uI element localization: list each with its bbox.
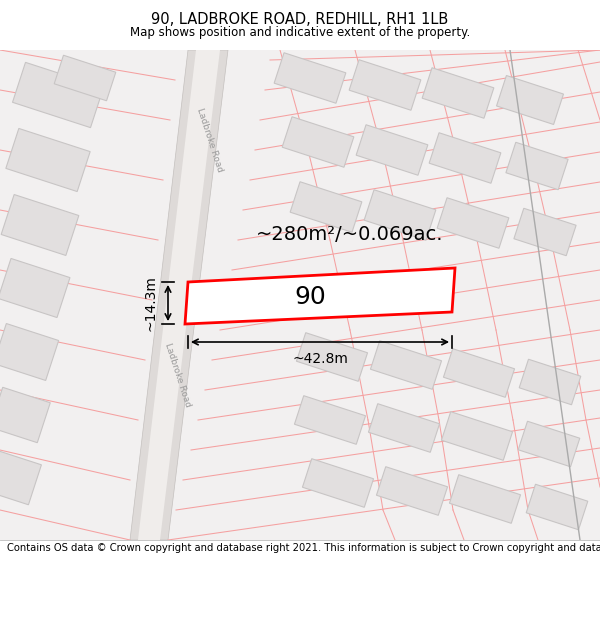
Polygon shape (364, 190, 436, 240)
Polygon shape (1, 194, 79, 256)
Text: ~280m²/~0.069ac.: ~280m²/~0.069ac. (256, 226, 444, 244)
Polygon shape (282, 117, 354, 168)
Polygon shape (356, 125, 428, 175)
Polygon shape (497, 76, 563, 124)
Polygon shape (518, 421, 580, 467)
Polygon shape (0, 324, 59, 381)
Text: Ladbroke Road: Ladbroke Road (196, 107, 224, 173)
Polygon shape (443, 349, 515, 398)
Polygon shape (449, 475, 521, 523)
Polygon shape (376, 467, 448, 515)
Polygon shape (422, 68, 494, 118)
Polygon shape (6, 129, 90, 191)
Polygon shape (368, 404, 440, 452)
Polygon shape (302, 459, 374, 508)
Polygon shape (437, 198, 509, 248)
Text: 90, LADBROKE ROAD, REDHILL, RH1 1LB: 90, LADBROKE ROAD, REDHILL, RH1 1LB (151, 12, 449, 28)
Polygon shape (0, 388, 50, 442)
Polygon shape (130, 50, 228, 540)
Polygon shape (13, 62, 103, 127)
Text: 90: 90 (294, 284, 326, 309)
Polygon shape (138, 50, 220, 540)
Polygon shape (274, 52, 346, 103)
Text: Contains OS data © Crown copyright and database right 2021. This information is : Contains OS data © Crown copyright and d… (7, 542, 600, 552)
Polygon shape (185, 268, 455, 324)
Polygon shape (0, 259, 70, 318)
Polygon shape (290, 182, 362, 232)
Polygon shape (54, 55, 116, 101)
Polygon shape (429, 132, 501, 183)
Polygon shape (442, 412, 512, 460)
Polygon shape (526, 484, 588, 530)
Polygon shape (506, 142, 568, 190)
Polygon shape (349, 60, 421, 110)
Text: Ladbroke Road: Ladbroke Road (163, 342, 193, 408)
Polygon shape (295, 396, 365, 444)
Polygon shape (519, 359, 581, 405)
Text: Map shows position and indicative extent of the property.: Map shows position and indicative extent… (130, 26, 470, 39)
Polygon shape (370, 341, 442, 389)
Text: ~14.3m: ~14.3m (144, 275, 158, 331)
Polygon shape (296, 332, 368, 381)
Polygon shape (0, 451, 41, 505)
Text: ~42.8m: ~42.8m (292, 352, 348, 366)
Polygon shape (514, 208, 576, 256)
